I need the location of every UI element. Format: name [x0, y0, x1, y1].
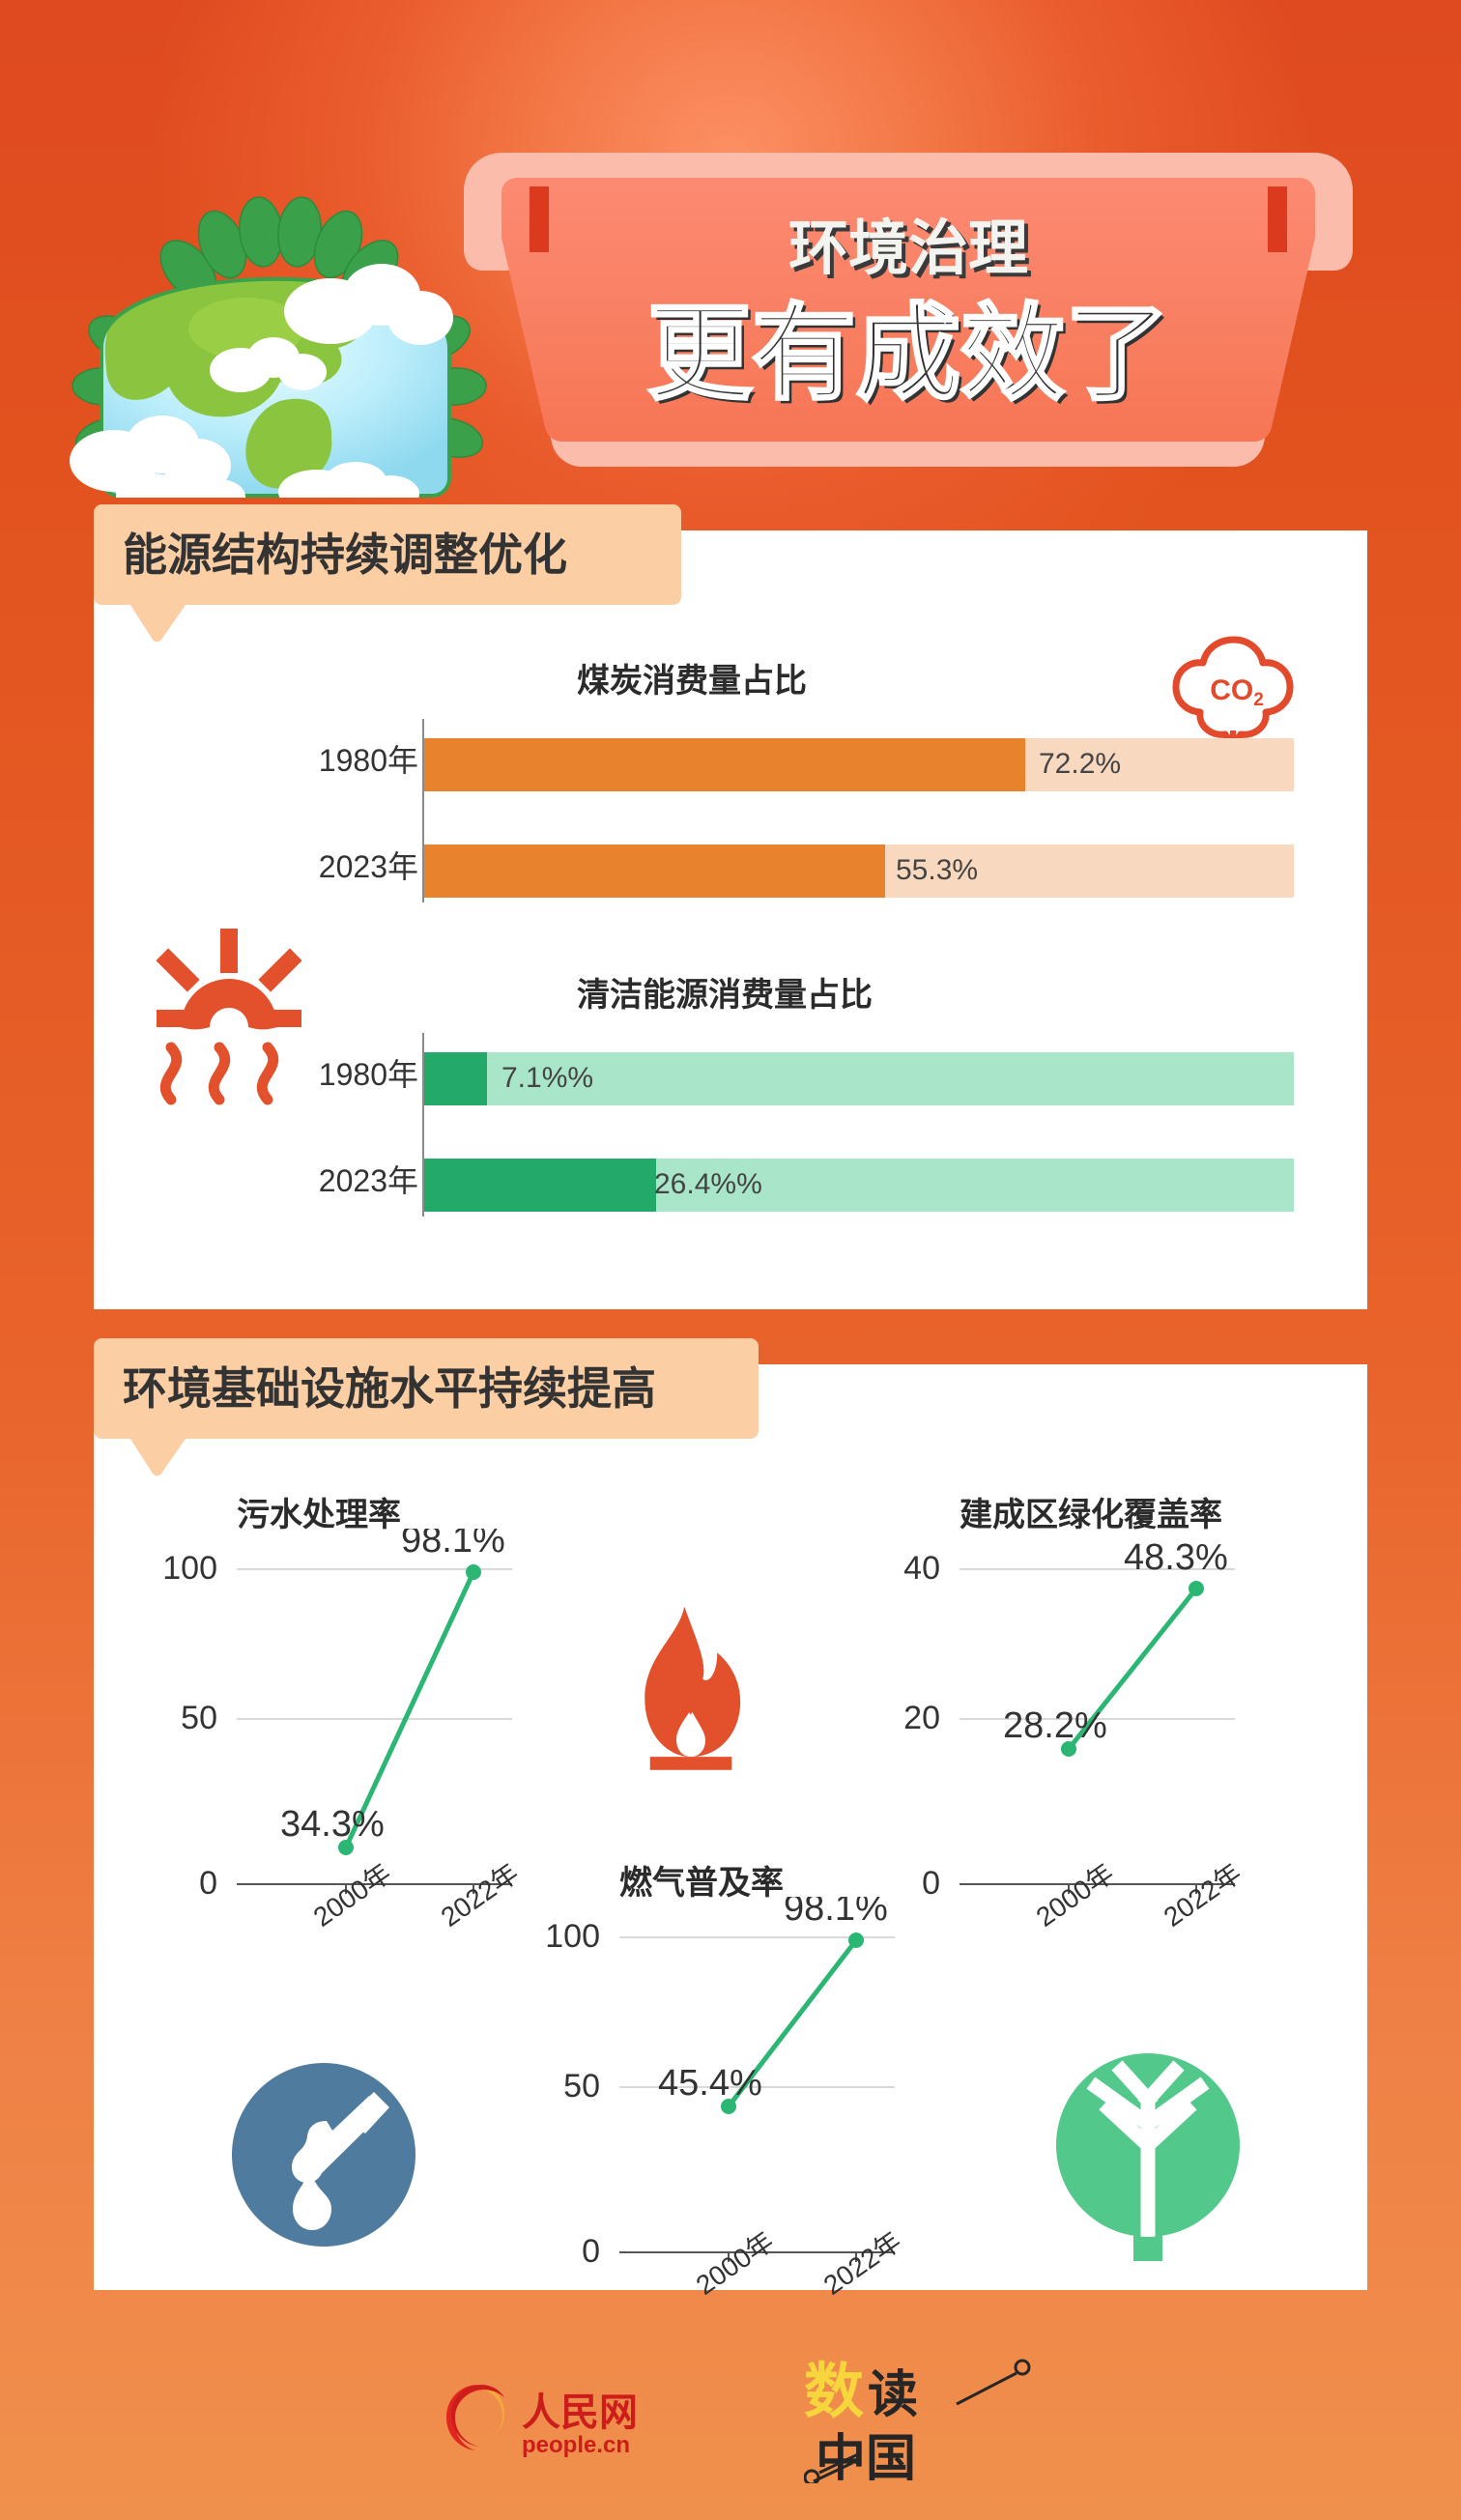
svg-text:45.4%: 45.4%	[658, 2063, 762, 2104]
svg-text:50: 50	[563, 2068, 600, 2105]
svg-text:48.3%: 48.3%	[1124, 1537, 1228, 1578]
svg-text:100: 100	[162, 1550, 217, 1587]
svg-text:人民网: 人民网	[522, 2391, 638, 2434]
svg-text:2000年: 2000年	[691, 2226, 780, 2301]
svg-text:28.2%: 28.2%	[1003, 1705, 1107, 1746]
svg-text:98.1%: 98.1%	[401, 1529, 505, 1561]
svg-text:能源结构持续调整优化: 能源结构持续调整优化	[123, 530, 567, 580]
svg-text:0: 0	[199, 1865, 217, 1902]
svg-text:中国: 中国	[816, 2431, 916, 2483]
svg-text:100: 100	[545, 1918, 600, 1955]
svg-text:2022年: 2022年	[1159, 1858, 1247, 1933]
svg-text:people.cn: people.cn	[522, 2432, 630, 2458]
svg-text:50: 50	[181, 1700, 217, 1736]
svg-text:环境基础设施水平持续提高: 环境基础设施水平持续提高	[123, 1363, 656, 1414]
svg-text:环境治理: 环境治理	[788, 215, 1028, 282]
svg-text:34.3%: 34.3%	[280, 1804, 385, 1845]
svg-text:98.1%: 98.1%	[784, 1897, 888, 1929]
svg-text:数: 数	[804, 2359, 864, 2425]
svg-text:读: 读	[868, 2367, 918, 2423]
svg-text:20: 20	[903, 1700, 940, 1736]
svg-text:2022年: 2022年	[436, 1858, 525, 1933]
svg-text:更有成效了: 更有成效了	[647, 295, 1169, 412]
svg-text:40: 40	[903, 1550, 940, 1587]
svg-text:0: 0	[582, 2233, 600, 2270]
svg-text:2022年: 2022年	[818, 2226, 907, 2301]
svg-text:2000年: 2000年	[1031, 1858, 1120, 1933]
svg-text:2000年: 2000年	[308, 1858, 397, 1933]
svg-text:CO2: CO2	[1210, 674, 1264, 710]
